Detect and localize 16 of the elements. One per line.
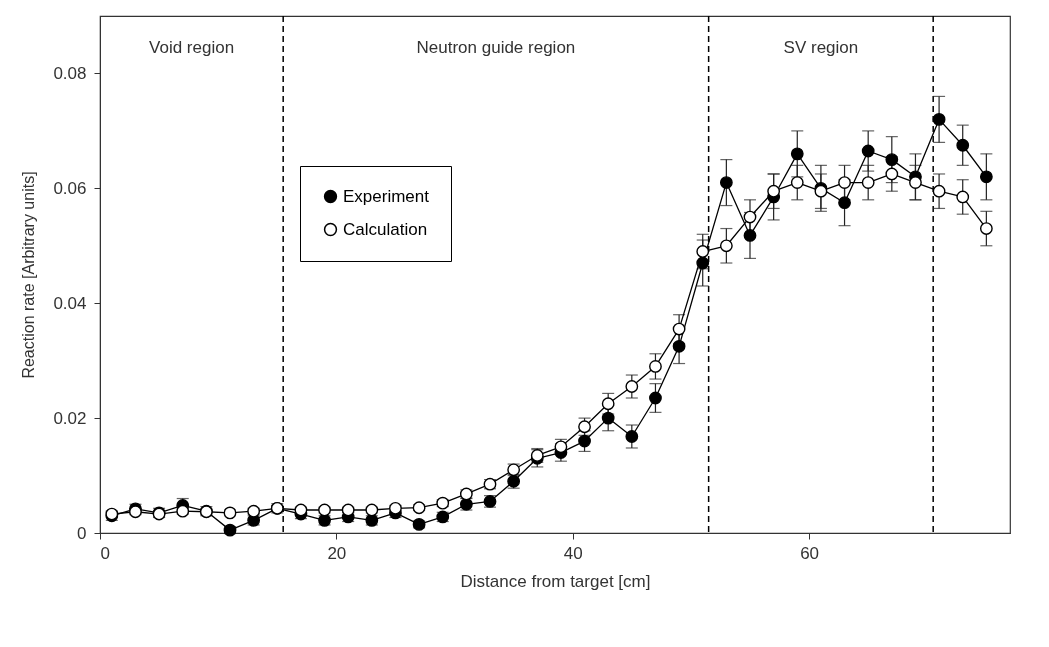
y-axis-title: Reaction rate [Arbitrary units]: [20, 171, 38, 379]
legend-label: Experiment: [343, 186, 430, 206]
x-axis-title: Distance from target [cm]: [460, 571, 651, 591]
y-tick-label: 0: [77, 523, 87, 543]
annotation: Void region: [149, 38, 235, 57]
x-tick-label: 60: [800, 543, 820, 563]
x-tick-label: 20: [327, 543, 347, 563]
y-tick-label: 0.04: [53, 293, 87, 313]
x-tick-label: 0: [100, 543, 110, 563]
legend-label: Calculation: [343, 219, 428, 239]
y-tick-label: 0.08: [53, 63, 87, 83]
annotation: Neutron guide region: [416, 38, 576, 57]
annotation: SV region: [783, 38, 859, 57]
x-tick-label: 40: [563, 543, 583, 563]
y-tick-label: 0.06: [53, 178, 87, 198]
y-tick-label: 0.02: [53, 408, 87, 428]
